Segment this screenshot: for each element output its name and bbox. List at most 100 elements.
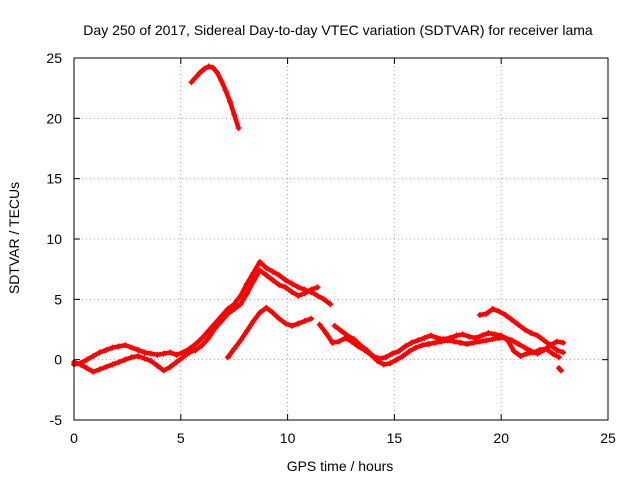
data-point xyxy=(122,356,129,363)
data-point xyxy=(553,347,560,354)
data-point xyxy=(263,264,270,271)
data-point xyxy=(201,65,208,72)
series-isolated xyxy=(555,365,565,374)
data-point xyxy=(453,332,460,339)
data-point xyxy=(237,337,244,344)
data-point xyxy=(160,367,167,374)
data-point xyxy=(96,349,103,356)
data-point xyxy=(226,98,233,105)
data-point xyxy=(256,267,263,274)
data-point xyxy=(472,334,479,341)
data-point xyxy=(192,347,199,354)
data-point xyxy=(498,332,505,339)
grid-lines xyxy=(74,58,608,420)
series-track-b xyxy=(71,267,321,375)
data-point xyxy=(489,336,496,343)
data-point xyxy=(90,368,97,375)
data-point xyxy=(128,354,135,361)
data-point xyxy=(205,327,212,334)
data-point xyxy=(90,353,97,360)
data-point xyxy=(288,322,295,329)
data-point xyxy=(553,338,560,345)
series-track-c xyxy=(224,304,315,361)
data-point xyxy=(540,337,547,344)
data-point xyxy=(558,367,565,374)
plot-frame xyxy=(73,57,609,421)
data-point xyxy=(327,301,334,308)
data-point xyxy=(218,318,225,325)
data-point xyxy=(269,268,276,275)
x-axis-label: GPS time / hours xyxy=(287,458,394,474)
data-point xyxy=(141,349,148,356)
data-point xyxy=(485,330,492,337)
data-point xyxy=(511,348,518,355)
data-point xyxy=(406,348,413,355)
data-point xyxy=(231,345,238,352)
data-point xyxy=(478,332,485,339)
data-point xyxy=(235,124,242,131)
series-upper-arc xyxy=(188,63,242,131)
data-point xyxy=(109,361,116,368)
data-point xyxy=(504,337,511,344)
data-point xyxy=(301,290,308,297)
data-point xyxy=(167,349,174,356)
data-point xyxy=(115,359,122,366)
data-point xyxy=(222,87,229,94)
data-point xyxy=(295,284,302,291)
data-point xyxy=(276,272,283,279)
data-point xyxy=(282,284,289,291)
data-point xyxy=(263,304,270,311)
data-point xyxy=(103,347,110,354)
data-point xyxy=(192,74,199,81)
data-point xyxy=(560,339,567,346)
series-track-f xyxy=(476,305,567,356)
data-point xyxy=(115,343,122,350)
data-point xyxy=(331,322,338,329)
data-point xyxy=(414,337,421,344)
data-point xyxy=(502,312,509,319)
data-point xyxy=(560,349,567,356)
data-point xyxy=(521,326,528,333)
data-point xyxy=(483,310,490,317)
data-point xyxy=(167,363,174,370)
series-track-e xyxy=(331,322,562,362)
data-point xyxy=(382,354,389,361)
data-point xyxy=(549,350,556,357)
data-point xyxy=(530,349,537,356)
data-point xyxy=(491,331,498,338)
data-point xyxy=(218,77,225,84)
y-tick-label: 20 xyxy=(46,110,62,126)
data-point xyxy=(256,258,263,265)
data-point xyxy=(515,321,522,328)
data-point xyxy=(263,272,270,279)
chart-title: Day 250 of 2017, Sidereal Day-to-day VTE… xyxy=(83,22,593,38)
data-point xyxy=(276,315,283,322)
data-point xyxy=(335,338,342,345)
data-point xyxy=(288,280,295,287)
data-point xyxy=(376,355,383,362)
data-point xyxy=(399,353,406,360)
data-point xyxy=(224,354,231,361)
data-point xyxy=(393,356,400,363)
data-point xyxy=(387,360,394,367)
data-point xyxy=(199,334,206,341)
data-point xyxy=(440,336,447,343)
data-point xyxy=(476,338,483,345)
data-point xyxy=(282,277,289,284)
data-point xyxy=(173,359,180,366)
data-point xyxy=(363,347,370,354)
data-point xyxy=(244,327,251,334)
data-point xyxy=(421,334,428,341)
data-point xyxy=(357,342,364,349)
data-point xyxy=(205,334,212,341)
data-point xyxy=(244,290,251,297)
data-point xyxy=(470,339,477,346)
data-points xyxy=(71,63,567,375)
series-band xyxy=(189,64,241,131)
data-point xyxy=(338,327,344,334)
y-tick-label: 25 xyxy=(46,50,62,66)
data-point xyxy=(96,366,103,373)
data-point xyxy=(214,69,221,76)
data-point xyxy=(295,320,302,327)
